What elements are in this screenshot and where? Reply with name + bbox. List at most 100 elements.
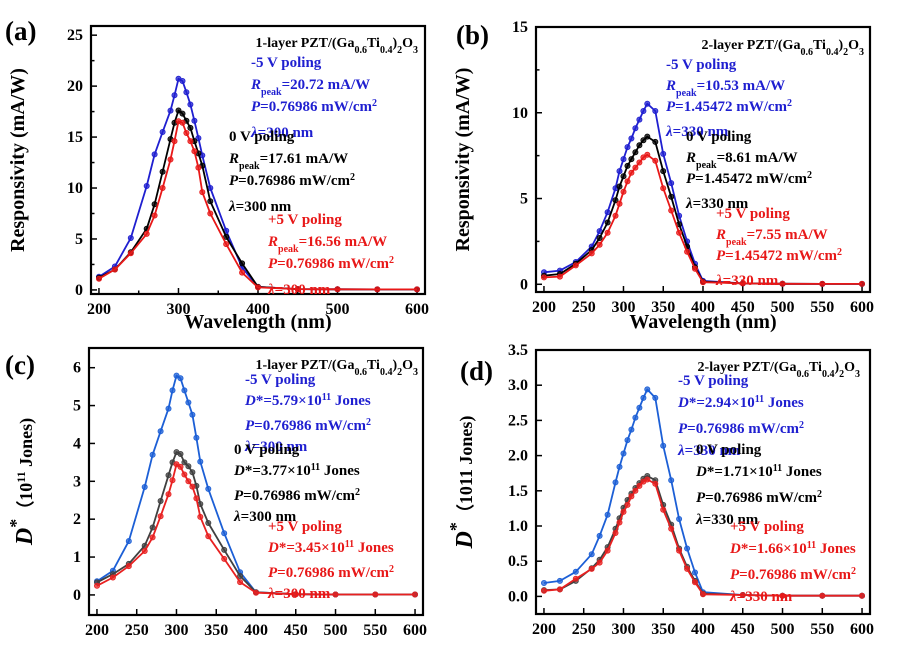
data-point <box>624 144 631 151</box>
ylabel-exp: 11 <box>14 471 28 482</box>
annotation-line: λ=330 nm <box>695 512 759 528</box>
x-tick-label: 300 <box>166 301 190 318</box>
data-point <box>692 265 699 272</box>
ylabel-tail: Jones) <box>16 418 37 472</box>
annotation-line: +5 V poling <box>716 206 790 222</box>
annotation-neg5v: -5 V poling D*=5.79×1011 Jones P=0.76986 m… <box>244 372 371 455</box>
data-point <box>181 459 188 466</box>
data-point <box>197 513 204 520</box>
data-point <box>207 210 214 217</box>
annotation-line: 0 V poling <box>229 129 295 145</box>
data-point <box>596 559 603 566</box>
panel-label: (d) <box>460 356 493 386</box>
ann-text: =1.45472 mW/cm <box>695 171 807 187</box>
ann-sup: 11 <box>322 392 331 403</box>
ann-sup: 11 <box>773 463 782 474</box>
data-point <box>596 234 603 241</box>
annotation-0v: 0 V poling D*=3.77×1011 Jones P=0.76986 mW… <box>233 442 360 525</box>
annotation-line: D*=1.71×1011 Jones <box>695 463 822 481</box>
x-tick-label: 600 <box>850 299 874 316</box>
data-point <box>195 135 202 142</box>
ylabel-star: * <box>446 522 466 531</box>
y-tick-label: 0.0 <box>508 588 528 605</box>
annotation-line: P=1.45472 mW/cm2 <box>716 247 842 265</box>
data-point <box>149 534 156 541</box>
data-point <box>859 592 866 599</box>
title-text: O <box>844 360 855 375</box>
data-point <box>604 209 611 216</box>
annotation-pos5v: +5 V poling D*=1.66×1011 Jones P=0.76986 m… <box>729 519 856 605</box>
data-point <box>159 128 166 135</box>
y-tick-label: 6 <box>73 360 81 377</box>
annotation-line: -5 V poling <box>245 372 316 388</box>
data-point <box>660 168 667 175</box>
ann-text: =300 nm <box>275 282 331 298</box>
x-tick-label: 250 <box>125 622 149 639</box>
title-text: ) <box>392 36 397 51</box>
y-axis-label: D*（1011 Jones) <box>446 416 478 550</box>
data-point <box>165 405 172 412</box>
ann-p: P <box>268 256 278 272</box>
data-point <box>644 133 651 140</box>
title-sub: 0.6 <box>796 369 809 380</box>
annotation-line: λ=300 nm <box>267 282 331 298</box>
annotation-line: λ=330 nm <box>685 196 749 212</box>
annotation-line: Rpeak=16.56 mA/W <box>267 234 387 255</box>
data-point <box>640 137 647 144</box>
data-point <box>239 269 246 276</box>
data-point <box>177 450 184 457</box>
data-point <box>632 164 639 171</box>
y-tick-label: 3.5 <box>508 342 528 359</box>
annotation-line: D*=3.45×1011 Jones <box>267 539 394 557</box>
ann-sub: peak <box>278 244 299 255</box>
title-text: 1-layer PZT/(Ga <box>256 36 355 51</box>
data-point <box>632 149 639 156</box>
ann-p: P <box>678 421 688 437</box>
annotation-line: λ=300 nm <box>267 586 331 602</box>
ann-p: P <box>716 248 726 264</box>
data-point <box>628 426 635 433</box>
ann-text: =8.61 mA/W <box>717 150 798 166</box>
ann-p: P <box>251 99 261 115</box>
ann-text: Jones <box>782 464 822 480</box>
x-axis-label: Wavelength (nm) <box>184 311 331 333</box>
data-point <box>819 280 826 287</box>
ann-sub: peak <box>261 87 282 98</box>
data-point <box>411 591 418 598</box>
data-point <box>604 547 611 554</box>
data-point <box>668 477 675 484</box>
ann-lambda: λ <box>729 589 737 605</box>
data-point <box>189 483 196 490</box>
data-point <box>177 375 184 382</box>
annotation-line: +5 V poling <box>268 519 342 535</box>
panel-label: (b) <box>456 20 489 50</box>
series-pos5v <box>96 118 420 293</box>
data-point <box>195 164 202 171</box>
data-point <box>157 497 164 504</box>
y-tick-label: 2 <box>73 511 81 528</box>
data-point <box>189 411 196 418</box>
ann-d: D <box>729 541 741 557</box>
ann-text: =330 nm <box>673 124 729 140</box>
ann-sup: 11 <box>807 540 816 551</box>
data-point <box>640 108 647 115</box>
x-tick-label: 200 <box>87 301 111 318</box>
data-point <box>125 563 132 570</box>
title-text: O <box>402 358 413 373</box>
x-tick-label: 300 <box>611 299 635 316</box>
data-point <box>612 479 619 486</box>
data-point <box>239 260 246 267</box>
annotation-line: D*=3.77×1011 Jones <box>233 462 360 480</box>
data-point <box>604 229 611 236</box>
data-point <box>149 451 156 458</box>
data-point <box>644 151 651 158</box>
ann-sub: peak <box>676 88 697 99</box>
data-point <box>612 197 619 204</box>
data-point <box>556 577 563 584</box>
data-point <box>620 450 627 457</box>
ann-sup: 2 <box>372 98 377 109</box>
ylabel-unit: （1011 Jones) <box>456 416 477 523</box>
ann-p: P <box>268 565 278 581</box>
data-point <box>221 546 228 553</box>
